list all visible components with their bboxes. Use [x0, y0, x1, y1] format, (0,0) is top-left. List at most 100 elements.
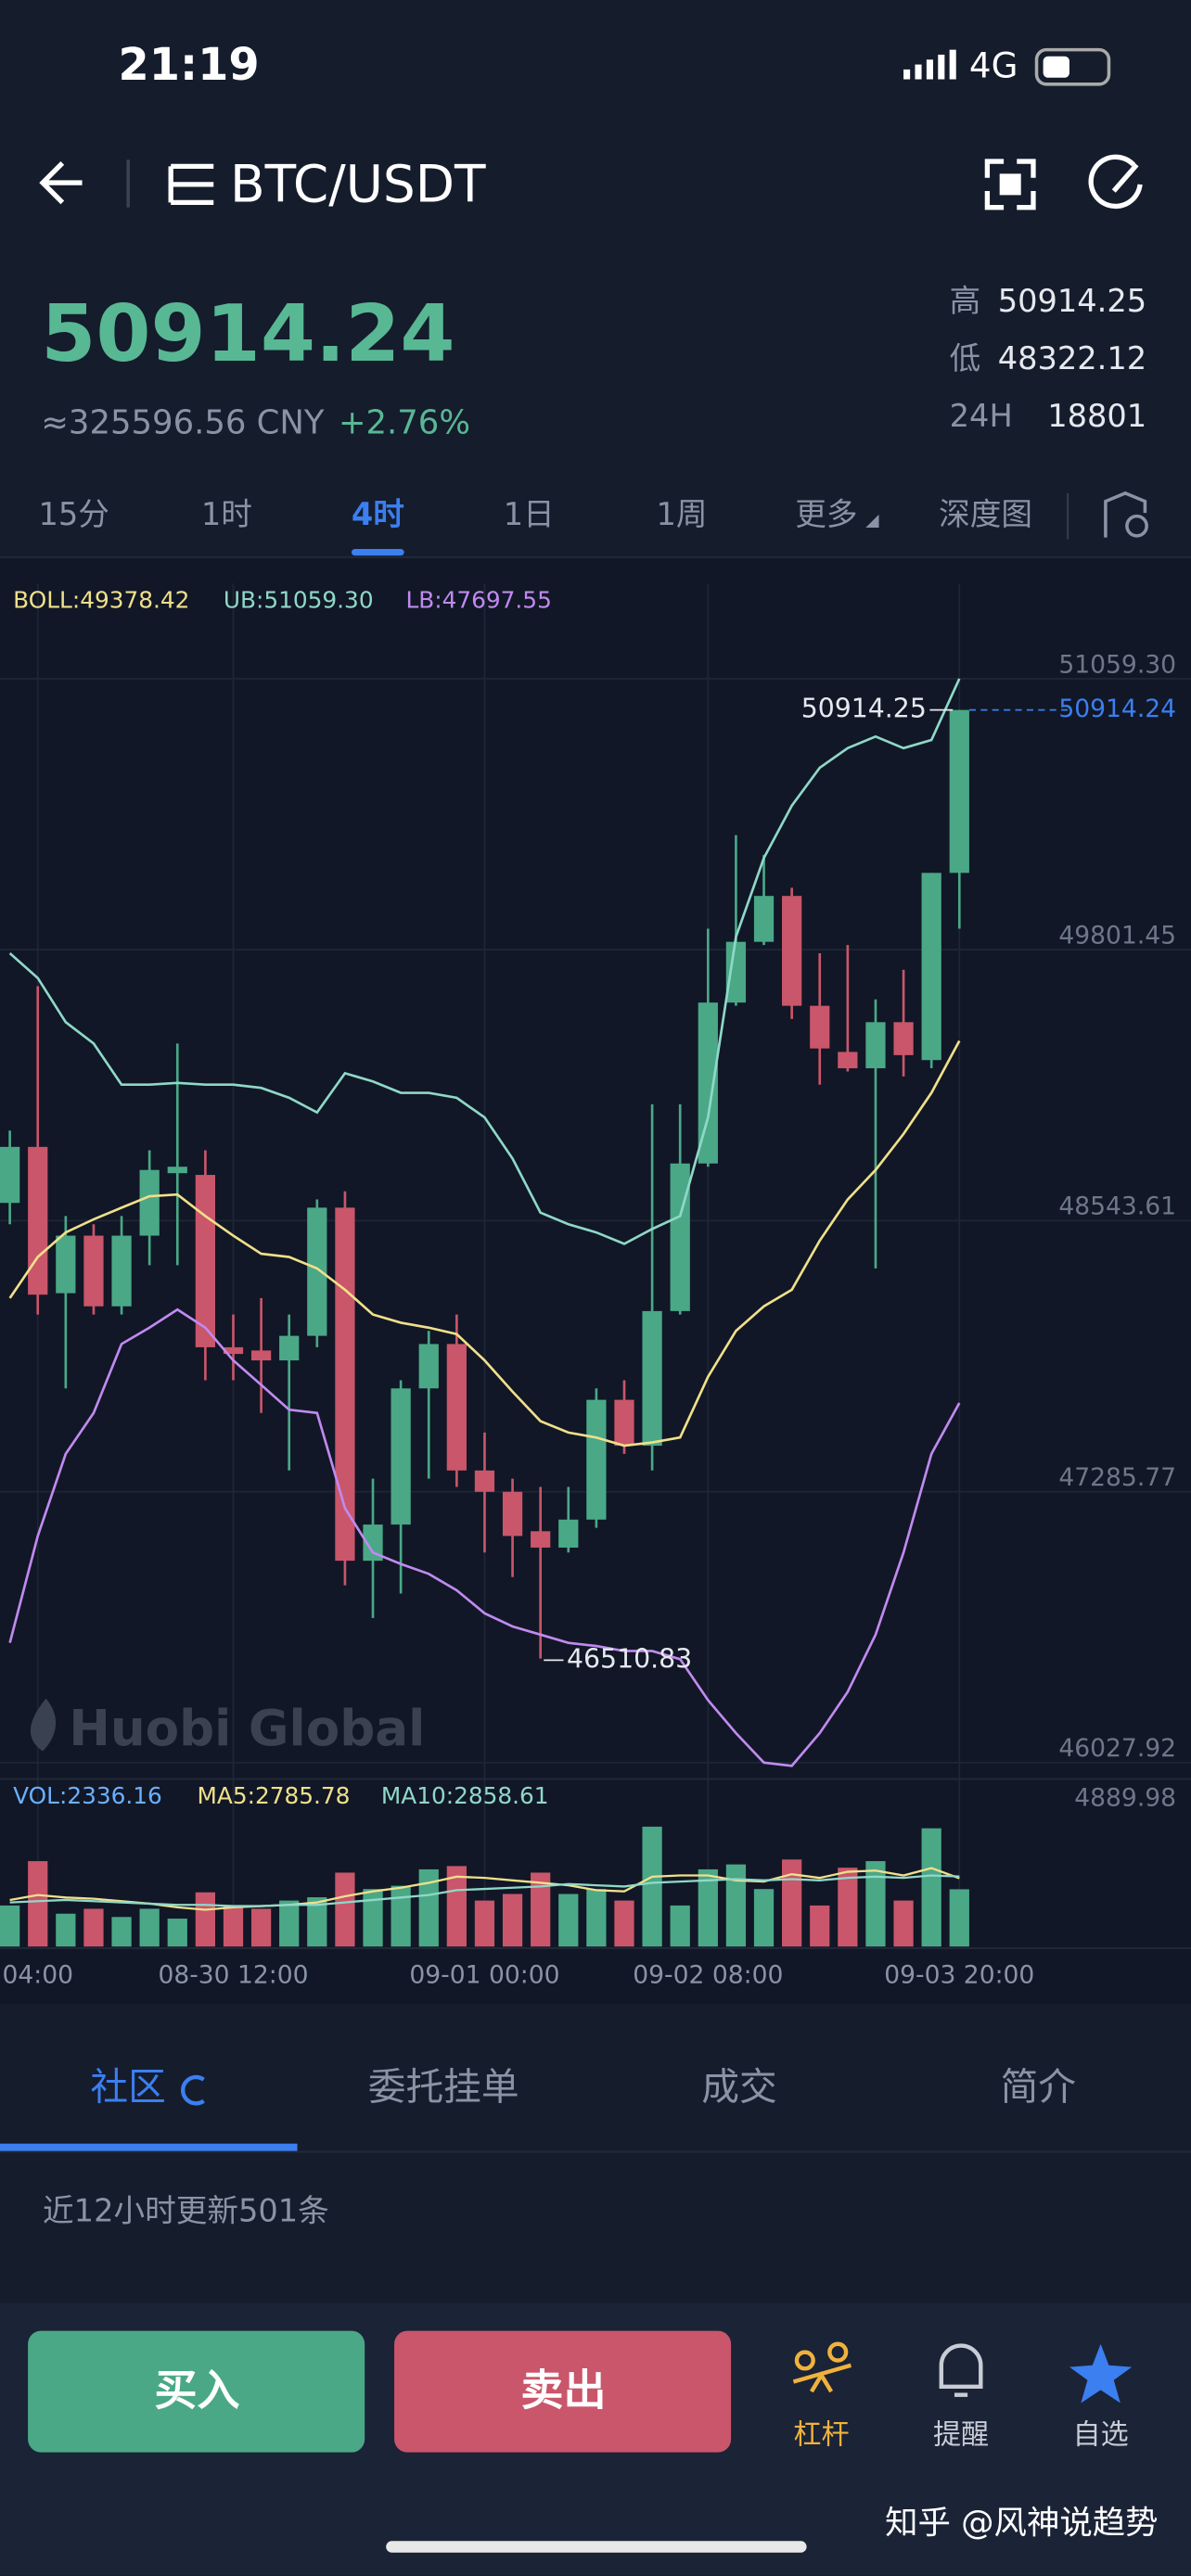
volume-bar — [893, 1900, 914, 1947]
candle-body — [586, 1399, 607, 1520]
fullscreen-button[interactable] — [984, 159, 1036, 210]
section-tab[interactable]: 委托挂单 — [368, 2064, 519, 2109]
refresh-icon — [180, 2074, 205, 2106]
action-label[interactable]: 提醒 — [933, 2418, 989, 2451]
candle-body — [335, 1207, 355, 1562]
volume-bar — [558, 1894, 579, 1947]
y-tick-label: 48543.61 — [1058, 1192, 1176, 1221]
x-tick-label: 08-30 12:00 — [158, 1961, 308, 1990]
ma-legend: MA10:2858.61 — [381, 1782, 549, 1809]
overlay-line — [8, 1039, 961, 1447]
candle-body — [139, 1169, 160, 1236]
candle-body — [111, 1235, 132, 1307]
alert-icon[interactable] — [939, 2343, 983, 2397]
vol-legend: VOL:2336.16 — [13, 1782, 162, 1809]
interval-tab[interactable]: 4时 — [352, 496, 404, 532]
menu-icon[interactable] — [168, 163, 214, 206]
section-tab[interactable]: 简介 — [1001, 2064, 1076, 2109]
overlay-line — [8, 678, 961, 1245]
candle-body — [698, 1002, 718, 1164]
volume-bar — [111, 1917, 132, 1947]
interval-tab[interactable]: 深度图 — [939, 496, 1032, 532]
battery-level — [1043, 56, 1069, 78]
interval-tab[interactable]: 1周 — [656, 496, 707, 532]
stat-value: 18801 — [1047, 398, 1146, 434]
feed-summary: 近12小时更新501条 — [43, 2193, 329, 2229]
candle-body — [28, 1146, 48, 1295]
tab-bar — [0, 2032, 1191, 2152]
y-tick-label: 46027.92 — [1058, 1734, 1176, 1763]
section-tab[interactable]: 社区 — [90, 2064, 165, 2109]
candle-body — [614, 1399, 634, 1447]
tab-underline — [0, 2143, 298, 2152]
watermark: 知乎 @风神说趋势 — [885, 2505, 1159, 2543]
battery-icon — [1034, 47, 1111, 86]
stat-value: 48322.12 — [998, 340, 1146, 376]
candle-body — [782, 896, 802, 1006]
home-indicator — [386, 2541, 807, 2553]
y-tick-label: 51059.30 — [1058, 650, 1176, 679]
volume-bar — [167, 1919, 187, 1947]
candle-body — [531, 1531, 551, 1548]
volume-bar — [642, 1826, 662, 1947]
cny-price: ≈325596.56 CNY — [41, 403, 325, 441]
candle-body — [949, 709, 969, 874]
candle-body — [921, 873, 941, 1061]
back-button[interactable] — [39, 160, 83, 205]
candle-body — [725, 941, 747, 1003]
volume-bar — [363, 1889, 383, 1947]
watermark-logo: Huobi Global — [69, 1700, 425, 1757]
interval-tab[interactable]: 1日 — [504, 496, 555, 532]
volume-bar — [782, 1859, 802, 1947]
volume-bar — [28, 1861, 48, 1947]
volume-bar — [250, 1908, 272, 1947]
share-button[interactable] — [1088, 154, 1143, 210]
interval-tab[interactable]: 更多 — [795, 496, 857, 532]
section-tab[interactable]: 成交 — [701, 2064, 776, 2109]
dropdown-arrow — [865, 514, 879, 529]
volume-bar — [307, 1897, 327, 1947]
interval-tab[interactable]: 15分 — [38, 496, 109, 532]
watermark-flame — [30, 1698, 57, 1752]
network: 4G — [969, 45, 1018, 86]
volume-bar — [838, 1868, 858, 1947]
favorite-icon[interactable] — [1069, 2343, 1133, 2404]
volume-bar — [614, 1900, 634, 1947]
chart-background — [0, 558, 1191, 2005]
candle-body — [250, 1350, 272, 1361]
ma-legend: MA5:2785.78 — [198, 1782, 351, 1809]
volume-bar — [446, 1866, 467, 1947]
volume-bar — [949, 1889, 969, 1947]
volume-bar — [56, 1913, 76, 1947]
volume-bar — [753, 1889, 775, 1947]
candle-body — [56, 1235, 76, 1294]
volume-bar — [335, 1872, 355, 1947]
indicator-legend: BOLL:49378.42 — [13, 587, 189, 614]
change: +2.76% — [339, 403, 470, 441]
clock: 21:19 — [119, 40, 260, 91]
candle-body — [893, 1022, 914, 1055]
action-label[interactable]: 杠杆 — [793, 2418, 849, 2451]
volume-bar — [223, 1905, 244, 1947]
volume-bar — [531, 1872, 551, 1947]
candle-body — [307, 1207, 327, 1336]
buy-button[interactable] — [28, 2330, 365, 2453]
volume-bar — [279, 1900, 300, 1947]
volume-bar — [0, 1905, 20, 1947]
candle-body — [0, 1146, 20, 1204]
action-label[interactable]: 自选 — [1072, 2418, 1128, 2451]
candle-body — [363, 1524, 383, 1562]
x-tick-label: 09-03 20:00 — [884, 1961, 1034, 1990]
leverage-icon[interactable] — [792, 2341, 852, 2393]
sell-button[interactable] — [394, 2330, 732, 2453]
interval-tab[interactable]: 1时 — [201, 496, 252, 532]
volume-bar — [139, 1908, 160, 1947]
settings-icon[interactable] — [1104, 491, 1148, 538]
buy-label: 买入 — [154, 2365, 239, 2415]
volume-bar — [698, 1868, 718, 1947]
vol-tick-label: 4889.98 — [1074, 1783, 1176, 1812]
candle-body — [474, 1470, 495, 1492]
candle-body — [865, 1022, 886, 1069]
x-tick-label: 04:00 — [2, 1961, 73, 1990]
candle-body — [83, 1235, 104, 1307]
